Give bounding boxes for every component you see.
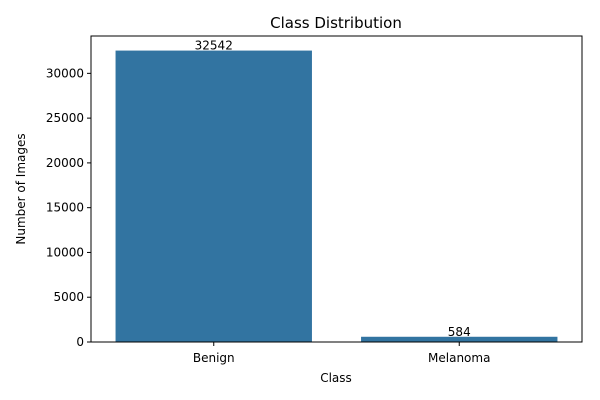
chart-title: Class Distribution (270, 14, 402, 32)
x-tick-label-benign: Benign (193, 351, 235, 365)
data-label-benign: 32542 (195, 39, 233, 53)
x-axis-label: Class (320, 371, 352, 385)
data-label-melanoma: 584 (448, 325, 471, 339)
y-tick-label-20000: 20000 (46, 156, 84, 170)
x-axis-ticks: Benign Melanoma (193, 342, 490, 365)
y-tick-label-25000: 25000 (46, 111, 84, 125)
x-tick-label-melanoma: Melanoma (428, 351, 490, 365)
bar-melanoma (361, 336, 558, 342)
y-tick-label-10000: 10000 (46, 245, 84, 259)
y-axis-label: Number of Images (14, 133, 28, 244)
bars (115, 50, 558, 343)
data-labels: 32542 584 (195, 39, 471, 339)
plot-frame (90, 35, 583, 343)
y-tick-label-0: 0 (76, 335, 84, 349)
y-tick-label-15000: 15000 (46, 201, 84, 215)
y-tick-label-5000: 5000 (53, 290, 84, 304)
y-tick-label-30000: 30000 (46, 66, 84, 80)
bar-benign (115, 50, 312, 343)
y-axis-ticks: 0 5000 10000 15000 20000 25000 30000 (46, 66, 91, 349)
